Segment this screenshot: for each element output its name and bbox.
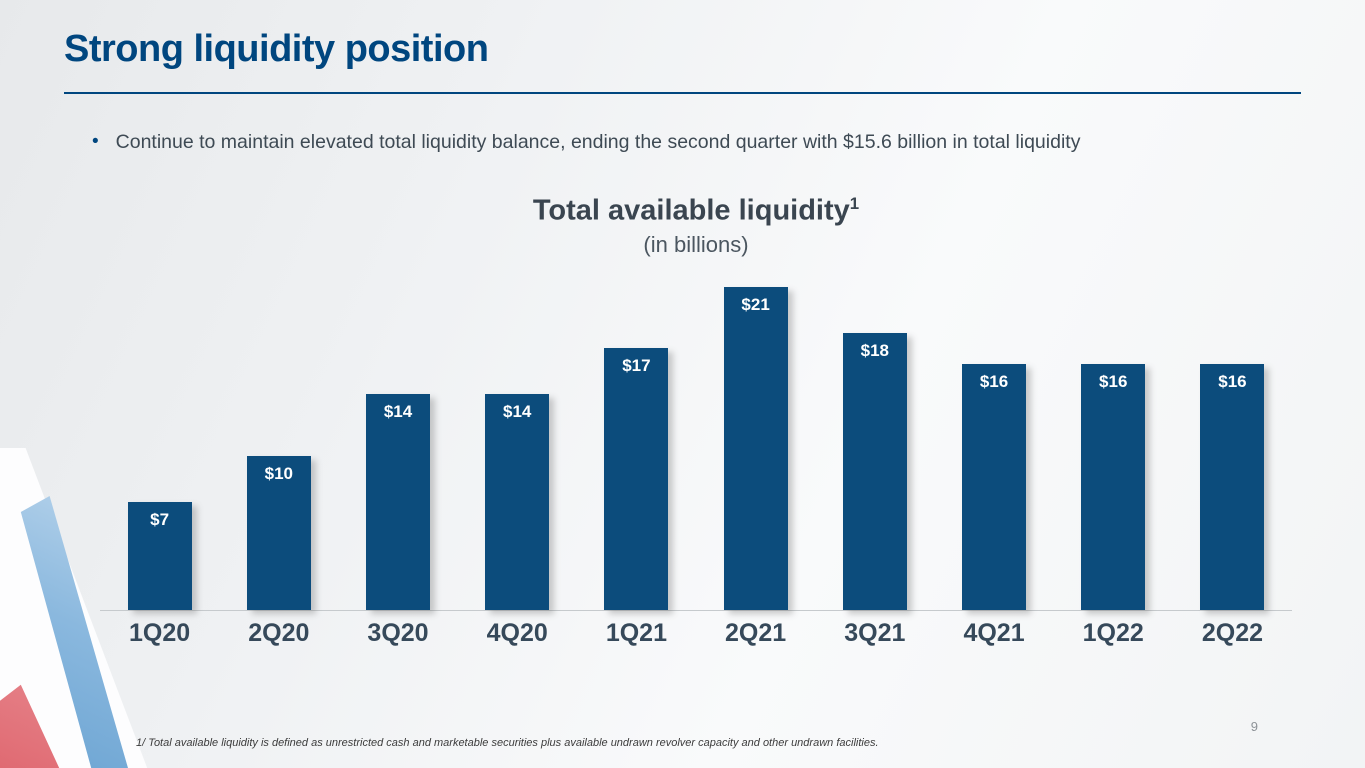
bar-chart: Total available liquidity1 (in billions)… (100, 194, 1292, 648)
bar-2Q20: $10 (246, 455, 311, 610)
bar-column: $16 (934, 363, 1053, 610)
bar-column: $7 (100, 501, 219, 610)
bar-value-label: $14 (383, 401, 413, 421)
bullet-marker: • (92, 131, 99, 152)
x-axis-label: 4Q20 (486, 618, 548, 647)
bar-value-label: $7 (150, 509, 170, 529)
x-axis-label: 3Q21 (844, 618, 906, 647)
bar-column: $21 (696, 286, 815, 610)
bar-value-label: $14 (503, 401, 532, 421)
chart-title-text: Total available liquidity (532, 194, 850, 227)
x-axis-label: 4Q21 (963, 618, 1025, 647)
slide-title: Strong liquidity position (64, 28, 489, 70)
chart-title-footnote-ref: 1 (849, 194, 860, 213)
x-axis: 1Q20 2Q20 3Q20 4Q20 1Q21 2Q21 3Q21 4Q21 1Q22 2Q22 (100, 619, 1292, 648)
bar-2Q22: $16 (1200, 363, 1265, 610)
x-axis-label: 3Q20 (367, 618, 429, 647)
american-airlines-logo-fragment (0, 448, 160, 768)
footnote: 1/ Total available liquidity is defined … (136, 737, 879, 749)
x-axis-label: 1Q20 (129, 618, 191, 647)
x-axis-label: 1Q21 (605, 618, 667, 647)
x-axis-label: 2Q22 (1201, 618, 1264, 647)
bar-column: $18 (815, 332, 934, 610)
bar-value-label: $16 (1218, 371, 1247, 391)
bar-4Q20: $14 (485, 393, 550, 610)
chart-subtitle: (in billions) (643, 231, 749, 257)
x-axis-label: 1Q22 (1082, 618, 1144, 647)
bar-1Q21: $17 (604, 347, 669, 610)
bar-value-label: $21 (741, 294, 770, 314)
bar-column: $16 (1173, 363, 1292, 610)
bullet-item: • Continue to maintain elevated total li… (92, 127, 1272, 157)
bar-column: $10 (219, 455, 338, 610)
bar-column: $16 (1054, 363, 1173, 610)
bar-column: $14 (338, 393, 457, 610)
bar-3Q20: $14 (366, 393, 430, 610)
chart-title: Total available liquidity1 (100, 194, 1292, 228)
bar-value-label: $16 (979, 371, 1009, 391)
bar-1Q20: $7 (127, 501, 192, 610)
bar-column: $14 (458, 393, 577, 610)
bullet-text: Continue to maintain elevated total liqu… (115, 131, 1081, 153)
bar-2Q21: $21 (723, 286, 788, 610)
bar-value-label: $16 (1099, 371, 1128, 391)
bar-value-label: $18 (860, 340, 889, 360)
x-axis-label: 2Q20 (248, 618, 310, 647)
bar-1Q22: $16 (1081, 363, 1146, 610)
plot-area: $7 $10 $14 $14 $17 $21 $18 $16 $16 $16 (100, 280, 1292, 611)
title-divider (64, 92, 1301, 94)
x-axis-label: 2Q21 (725, 618, 787, 647)
page-number: 9 (1250, 719, 1258, 734)
bar-column: $17 (577, 347, 696, 610)
bar-value-label: $17 (622, 355, 651, 375)
bar-3Q21: $18 (842, 332, 907, 610)
bar-4Q21: $16 (962, 363, 1027, 610)
bar-value-label: $10 (264, 463, 293, 483)
